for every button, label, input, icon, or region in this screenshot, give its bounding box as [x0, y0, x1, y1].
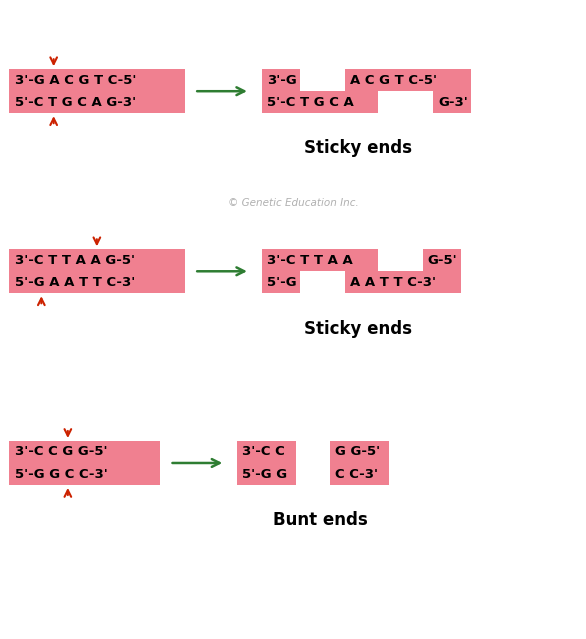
Text: A A T T C-3': A A T T C-3' — [350, 276, 436, 289]
Text: 3'-G: 3'-G — [267, 73, 297, 87]
FancyBboxPatch shape — [330, 441, 389, 485]
Text: G-3': G-3' — [438, 96, 468, 109]
FancyBboxPatch shape — [9, 69, 185, 91]
FancyBboxPatch shape — [423, 249, 461, 272]
Text: 3'-C T T A A: 3'-C T T A A — [267, 254, 353, 266]
FancyBboxPatch shape — [433, 91, 471, 113]
FancyBboxPatch shape — [9, 249, 185, 272]
FancyBboxPatch shape — [345, 69, 471, 91]
Text: 5'-C T G C A G-3': 5'-C T G C A G-3' — [15, 96, 137, 109]
Text: 3'-C T T A A G-5': 3'-C T T A A G-5' — [15, 254, 135, 266]
Text: 5'-G G C C-3': 5'-G G C C-3' — [15, 468, 108, 481]
Text: © Genetic Education Inc.: © Genetic Education Inc. — [227, 198, 359, 208]
Text: A C G T C-5': A C G T C-5' — [350, 73, 437, 87]
FancyBboxPatch shape — [237, 441, 296, 485]
FancyBboxPatch shape — [9, 463, 161, 485]
Text: 3'-C C: 3'-C C — [243, 445, 285, 458]
FancyBboxPatch shape — [262, 91, 378, 113]
Text: 5'-G: 5'-G — [267, 276, 297, 289]
Text: Sticky ends: Sticky ends — [304, 139, 412, 157]
Text: G G-5': G G-5' — [335, 445, 380, 458]
Text: 5'-G A A T T C-3': 5'-G A A T T C-3' — [15, 276, 136, 289]
Text: 5'-C T G C A: 5'-C T G C A — [267, 96, 354, 109]
Text: Bunt ends: Bunt ends — [274, 511, 368, 529]
FancyBboxPatch shape — [262, 249, 378, 272]
Text: 5'-G G: 5'-G G — [243, 468, 288, 481]
FancyBboxPatch shape — [345, 272, 461, 293]
Text: 3'-C C G G-5': 3'-C C G G-5' — [15, 445, 108, 458]
Text: Sticky ends: Sticky ends — [304, 320, 412, 337]
Text: 3'-G A C G T C-5': 3'-G A C G T C-5' — [15, 73, 137, 87]
Text: G-5': G-5' — [427, 254, 457, 266]
FancyBboxPatch shape — [262, 69, 301, 91]
FancyBboxPatch shape — [262, 272, 301, 293]
FancyBboxPatch shape — [9, 272, 185, 293]
FancyBboxPatch shape — [9, 91, 185, 113]
FancyBboxPatch shape — [9, 441, 161, 463]
Text: C C-3': C C-3' — [335, 468, 378, 481]
